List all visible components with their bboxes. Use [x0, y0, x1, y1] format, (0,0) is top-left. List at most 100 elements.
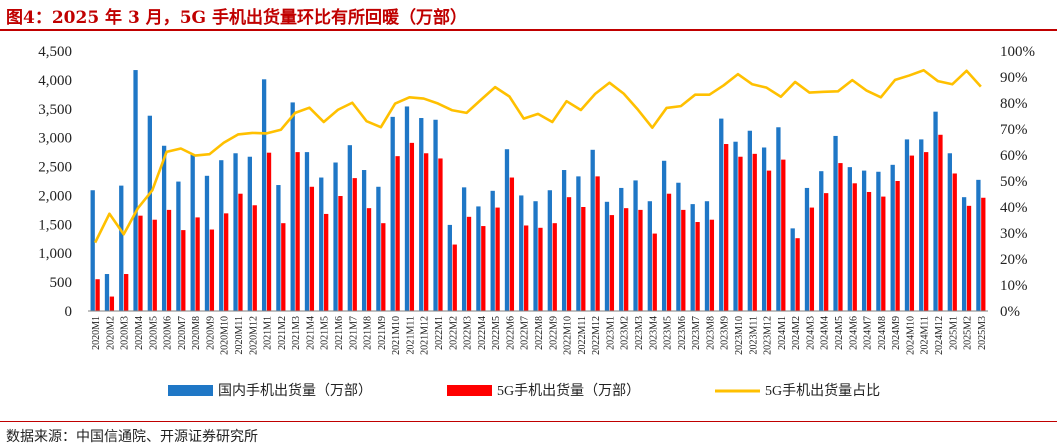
x-tick-label: 2024M11: [920, 316, 931, 355]
bar-5g: [109, 296, 115, 311]
bar-total: [933, 111, 938, 312]
bar-total: [947, 153, 952, 311]
x-tick-label: 2020M1: [91, 316, 102, 350]
bar-total: [119, 185, 124, 311]
x-tick-label: 2020M10: [220, 316, 231, 355]
left-tick-label: 3,000: [38, 131, 72, 147]
bar-total: [747, 130, 752, 311]
bar-5g: [366, 208, 372, 311]
x-tick-label: 2022M11: [577, 316, 588, 355]
x-tick-label: 2021M11: [405, 316, 416, 355]
x-tick-label: 2020M11: [234, 316, 245, 355]
bar-5g: [895, 181, 900, 311]
x-tick-label: 2023M2: [620, 316, 631, 350]
bar-5g: [424, 153, 429, 311]
bar-5g: [352, 178, 357, 311]
x-axis-tick-labels: 2020M1 2020M2 2020M3 2020M4 2020M5 2020M6 2020…: [91, 316, 988, 355]
bar-5g: [866, 191, 872, 311]
bar-5g: [481, 226, 486, 311]
right-tick-label: 100%: [1000, 44, 1035, 60]
bar-total: [704, 201, 710, 311]
x-tick-label: 2022M12: [591, 316, 602, 355]
bar-total: [133, 70, 138, 311]
bar-total: [576, 176, 581, 311]
bar-total: [690, 204, 695, 311]
right-tick-label: 20%: [1000, 252, 1028, 268]
x-tick-label: 2021M12: [420, 316, 431, 355]
legend-label-share: 5G手机出货量占比: [765, 382, 880, 399]
x-tick-label: 2023M4: [648, 316, 659, 350]
bar-total: [161, 145, 167, 311]
bar-total: [890, 164, 895, 311]
x-tick-label: 2021M3: [291, 316, 302, 350]
bar-total: [976, 179, 981, 311]
bar-total: [590, 149, 595, 311]
x-tick-label: 2024M8: [877, 316, 888, 350]
x-tick-label: 2023M8: [705, 316, 716, 350]
right-tick-label: 0%: [1000, 304, 1020, 320]
bar-total: [819, 171, 824, 311]
line-series: [93, 68, 982, 244]
left-tick-label: 500: [50, 275, 73, 291]
bar-5g: [209, 229, 215, 311]
x-tick-label: 2023M6: [677, 316, 688, 350]
bar-5g: [881, 196, 886, 311]
x-tick-label: 2022M7: [520, 316, 531, 350]
x-tick-label: 2020M8: [191, 316, 202, 350]
x-tick-label: 2023M7: [691, 316, 702, 350]
bar-5g: [666, 193, 672, 311]
bar-5g: [966, 205, 972, 311]
right-tick-label: 30%: [1000, 226, 1028, 242]
bar-total: [519, 195, 524, 311]
right-tick-label: 70%: [1000, 122, 1028, 138]
bar-5g: [281, 223, 286, 311]
bar-5g: [95, 279, 100, 311]
x-tick-label: 2025M1: [948, 316, 959, 350]
bar-total: [347, 145, 352, 311]
bar-5g: [166, 209, 172, 311]
left-axis-tick-labels: 0 500 1,000 1,500 2,000 2,500 3,000 3,500 4,000 4…: [38, 44, 72, 320]
bar-5g: [709, 219, 715, 311]
x-tick-label: 2024M12: [934, 316, 945, 355]
x-tick-label: 2021M10: [391, 316, 402, 355]
bar-5g: [138, 215, 143, 311]
bar-5g: [566, 197, 572, 311]
bar-5g: [624, 208, 629, 311]
bar-total: [361, 170, 367, 311]
legend-swatch-5g: [447, 385, 492, 396]
bar-5g: [266, 152, 272, 311]
x-tick-label: 2022M9: [548, 316, 559, 350]
bar-5g: [681, 209, 686, 311]
bar-total: [761, 147, 767, 311]
x-tick-label: 2020M2: [105, 316, 116, 350]
bar-5g: [609, 215, 615, 311]
x-tick-label: 2021M1: [263, 316, 274, 350]
bar-5g: [324, 213, 329, 311]
bar-5g: [595, 176, 600, 311]
x-tick-label: 2022M10: [563, 316, 574, 355]
bar-5g: [652, 233, 657, 311]
bar-5g: [395, 156, 400, 311]
bar-5g: [809, 207, 815, 311]
legend: 国内手机出货量（万部） 5G手机出货量（万部） 5G手机出货量占比: [168, 382, 880, 399]
bar-total: [261, 79, 267, 311]
x-tick-label: 2021M2: [277, 316, 288, 350]
x-tick-label: 2022M6: [505, 316, 516, 350]
bar-total: [461, 187, 467, 311]
x-tick-label: 2020M3: [120, 316, 131, 350]
bar-5g: [909, 155, 915, 311]
bar-total: [661, 160, 667, 311]
bar-5g: [738, 156, 743, 311]
x-tick-label: 2021M5: [320, 316, 331, 350]
legend-label-5g: 5G手机出货量（万部）: [497, 382, 640, 399]
bar-5g: [509, 177, 515, 311]
x-tick-label: 2021M6: [334, 316, 345, 350]
bar-5g: [695, 222, 700, 311]
bar-5g: [781, 159, 786, 311]
bar-5g: [309, 186, 315, 311]
bar-total: [604, 201, 610, 311]
x-tick-label: 2023M1: [605, 316, 616, 350]
bar-5g: [538, 227, 543, 311]
x-tick-label: 2022M4: [477, 316, 488, 350]
x-tick-label: 2021M7: [348, 316, 359, 350]
